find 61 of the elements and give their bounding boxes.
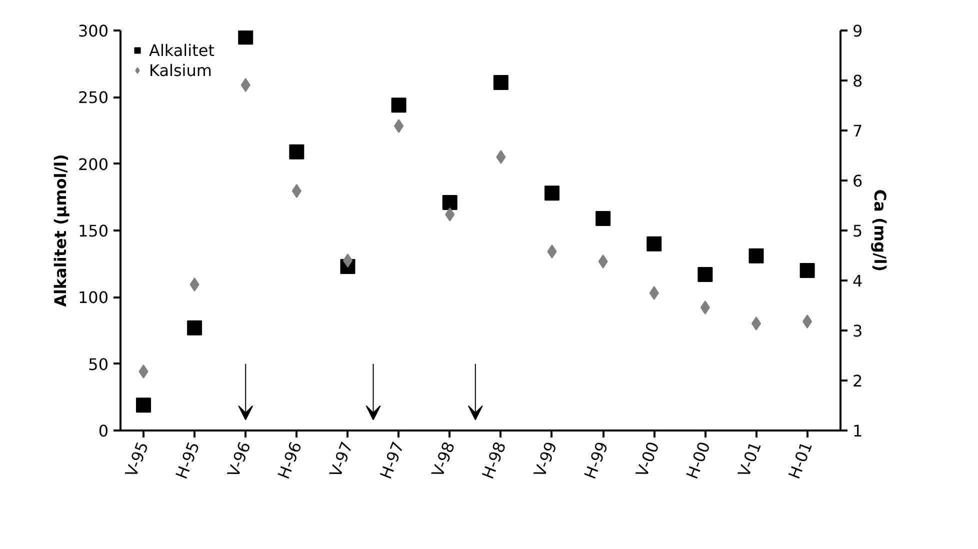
point bbox=[138, 364, 148, 378]
y-axis-title: Alkalitet (µmol/l) bbox=[50, 154, 70, 307]
x-tick-label: V-95 bbox=[122, 439, 152, 480]
y2-tick-label: 9 bbox=[852, 22, 863, 40]
y-tick-label: 250 bbox=[78, 88, 109, 108]
point bbox=[289, 144, 304, 160]
point bbox=[544, 186, 560, 201]
y2-tick-label: 2 bbox=[852, 372, 863, 390]
point bbox=[394, 119, 404, 133]
y-tick-label: 0 bbox=[98, 422, 109, 440]
y-tick-label: 300 bbox=[78, 22, 109, 40]
point bbox=[751, 316, 762, 330]
point bbox=[649, 286, 659, 300]
y2-tick-label: 8 bbox=[852, 72, 863, 90]
x-tick-label: H-98 bbox=[478, 439, 510, 482]
point bbox=[800, 263, 815, 278]
y-tick-label: 200 bbox=[78, 154, 109, 174]
x-tick-label: H-95 bbox=[172, 439, 204, 482]
x-tick-label: H-99 bbox=[580, 439, 612, 482]
point bbox=[442, 195, 458, 210]
y2-tick-label: 5 bbox=[852, 222, 863, 240]
y-tick-label: 100 bbox=[78, 288, 109, 308]
x-tick-label: H-97 bbox=[376, 439, 408, 482]
x-tick-label: V-96 bbox=[224, 439, 254, 480]
point bbox=[646, 236, 662, 252]
y2-tick-label: 6 bbox=[852, 172, 863, 190]
point bbox=[292, 184, 302, 198]
point bbox=[342, 254, 353, 268]
point bbox=[748, 248, 764, 264]
y2-tick-label: 7 bbox=[852, 122, 863, 140]
y2-tick-label: 4 bbox=[852, 272, 863, 290]
point bbox=[240, 78, 250, 92]
x-tick-label: V-97 bbox=[326, 439, 357, 480]
x-tick-label: V-99 bbox=[530, 439, 561, 480]
point bbox=[700, 300, 710, 314]
x-tick-label: V-01 bbox=[734, 439, 766, 480]
y-tick-label: 150 bbox=[78, 222, 109, 240]
y2-tick-label: 1 bbox=[852, 422, 863, 440]
point bbox=[598, 254, 608, 268]
point bbox=[596, 211, 611, 226]
x-tick-label: H-00 bbox=[682, 439, 714, 482]
point bbox=[391, 98, 406, 113]
x-tick-label: V-00 bbox=[632, 439, 663, 480]
point bbox=[698, 267, 713, 282]
y-tick-label: 50 bbox=[88, 354, 108, 374]
point bbox=[190, 278, 200, 292]
point bbox=[493, 75, 508, 90]
y2-tick-label: 3 bbox=[852, 322, 863, 340]
point bbox=[802, 314, 812, 328]
x-tick-label: H-01 bbox=[784, 439, 816, 482]
legend-label: Alkalitet bbox=[149, 40, 214, 60]
point bbox=[496, 150, 506, 164]
point bbox=[445, 208, 455, 222]
x-tick-label: V-98 bbox=[428, 439, 459, 480]
point bbox=[136, 398, 151, 413]
y2-axis-title: Ca (mg/l) bbox=[870, 189, 890, 272]
point bbox=[238, 30, 254, 45]
point bbox=[547, 244, 557, 258]
point bbox=[187, 320, 202, 336]
legend-label: Kalsium bbox=[149, 60, 212, 80]
x-tick-label: H-96 bbox=[274, 439, 306, 482]
